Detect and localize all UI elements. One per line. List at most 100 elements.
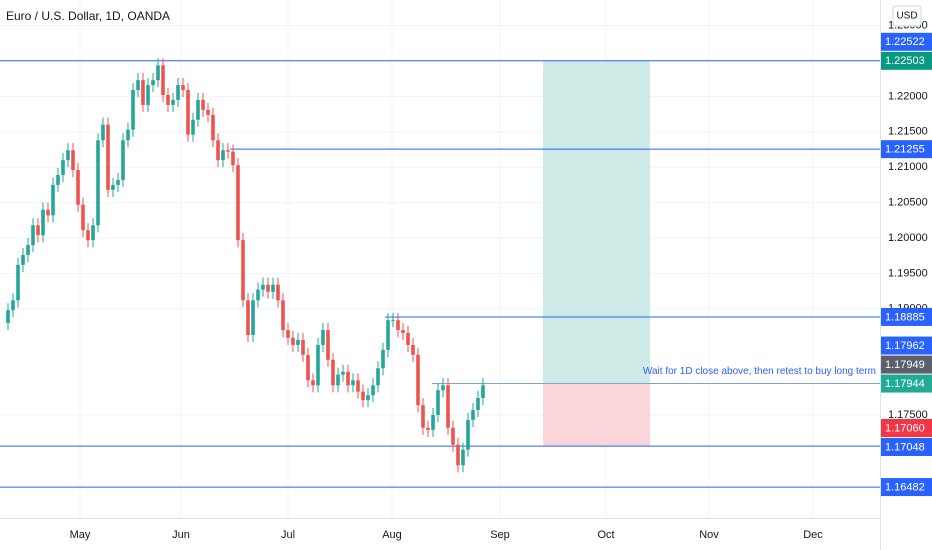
candle-body: [181, 85, 185, 91]
currency-button[interactable]: [892, 5, 922, 27]
price-label-box: [881, 32, 932, 51]
candle-body: [101, 124, 105, 141]
price-label-box: [881, 355, 932, 374]
candle-body: [421, 405, 425, 428]
candle-body: [161, 65, 165, 96]
candle-body: [136, 80, 140, 91]
x-tick-label: May: [70, 529, 91, 541]
candle-body: [301, 339, 305, 355]
candle-body: [306, 354, 310, 381]
candle-body: [426, 427, 430, 430]
candle-body: [171, 99, 175, 105]
candle-body: [76, 170, 80, 205]
candle-body: [16, 264, 20, 301]
candle-body: [256, 289, 260, 301]
y-tick-label: 1.20000: [888, 232, 928, 244]
candle-body: [201, 99, 205, 110]
candle-body: [376, 368, 380, 386]
candle-body: [356, 380, 360, 392]
candle-body: [466, 419, 470, 450]
candle-body: [361, 391, 365, 401]
y-tick-label: 1.21000: [888, 161, 928, 173]
candle-body: [451, 427, 455, 445]
currency-label[interactable]: USD: [896, 11, 917, 22]
x-tick-label: Oct: [597, 529, 614, 541]
y-tick-label: 1.21500: [888, 126, 928, 138]
candle-body: [366, 395, 370, 401]
y-tick-label: 1.20500: [888, 197, 928, 209]
candle-body: [416, 354, 420, 406]
candle-body: [176, 85, 180, 100]
price-label-box: [881, 418, 932, 437]
candle-body: [311, 380, 315, 386]
stop-zone: [543, 383, 650, 447]
candle-body: [121, 140, 125, 180]
candle-body: [206, 109, 210, 115]
annotation: Wait for 1D close above, then retest to …: [643, 366, 876, 377]
candle-body: [251, 300, 255, 335]
plot: Wait for 1D close above, then retest to …: [0, 58, 880, 488]
candle-body: [461, 449, 465, 466]
candle-body: [156, 65, 160, 81]
candle-body: [56, 175, 60, 185]
candle-body: [481, 385, 485, 399]
x-tick-label: Dec: [803, 529, 823, 541]
candle-body: [86, 230, 90, 241]
candle-body: [221, 150, 225, 161]
x-tick-label: Nov: [699, 529, 719, 541]
candle-body: [456, 444, 460, 466]
candle-body: [326, 330, 330, 360]
axes: 1.230001.220001.215001.210001.205001.200…: [70, 20, 932, 541]
candle-body: [291, 337, 295, 345]
candle-body: [336, 374, 340, 386]
candle-body: [316, 344, 320, 386]
candle-body: [196, 99, 200, 120]
candle-body: [341, 371, 345, 375]
candle-body: [46, 209, 50, 216]
candle-body: [151, 80, 155, 86]
price-label-box: [881, 307, 932, 326]
price-label: 1.16482: [885, 481, 925, 493]
candle-body: [21, 255, 25, 265]
candle-body: [216, 140, 220, 161]
candle-body: [106, 124, 110, 190]
candle-body: [391, 320, 395, 322]
candle-body: [276, 284, 280, 301]
price-label: 1.17048: [885, 441, 925, 453]
price-label-box: [881, 374, 932, 393]
candle-body: [61, 160, 65, 176]
price-label: 1.21255: [885, 144, 925, 156]
candle-body: [26, 245, 30, 256]
candle-body: [31, 225, 35, 246]
y-tick-label: 1.19500: [888, 267, 928, 279]
x-tick-label: Aug: [382, 529, 402, 541]
candle-body: [281, 300, 285, 331]
price-label-box: [881, 140, 932, 159]
candle-body: [6, 310, 10, 323]
price-label: 1.17949: [885, 359, 925, 371]
candle-body: [351, 380, 355, 386]
candle-body: [66, 150, 70, 161]
candle-body: [71, 150, 75, 171]
chart-title: Euro / U.S. Dollar, 1D, OANDA: [6, 9, 170, 23]
y-tick-label: 1.17500: [888, 409, 928, 421]
candle-body: [186, 90, 190, 135]
candle-body: [111, 184, 115, 190]
candle-body: [371, 385, 375, 396]
candle-body: [286, 330, 290, 338]
candle-body: [81, 204, 85, 231]
candle-body: [131, 90, 135, 130]
price-label-box: [881, 51, 932, 70]
x-tick-label: Sep: [490, 529, 510, 541]
candle-body: [11, 300, 15, 311]
candle-body: [471, 410, 475, 420]
target-zone: [543, 60, 650, 384]
candle-body: [116, 179, 120, 185]
price-label: 1.17060: [885, 422, 925, 434]
y-tick-label: 1.22000: [888, 90, 928, 102]
price-label-box: [881, 336, 932, 355]
candle-body: [296, 339, 300, 345]
candle-body: [141, 80, 145, 105]
